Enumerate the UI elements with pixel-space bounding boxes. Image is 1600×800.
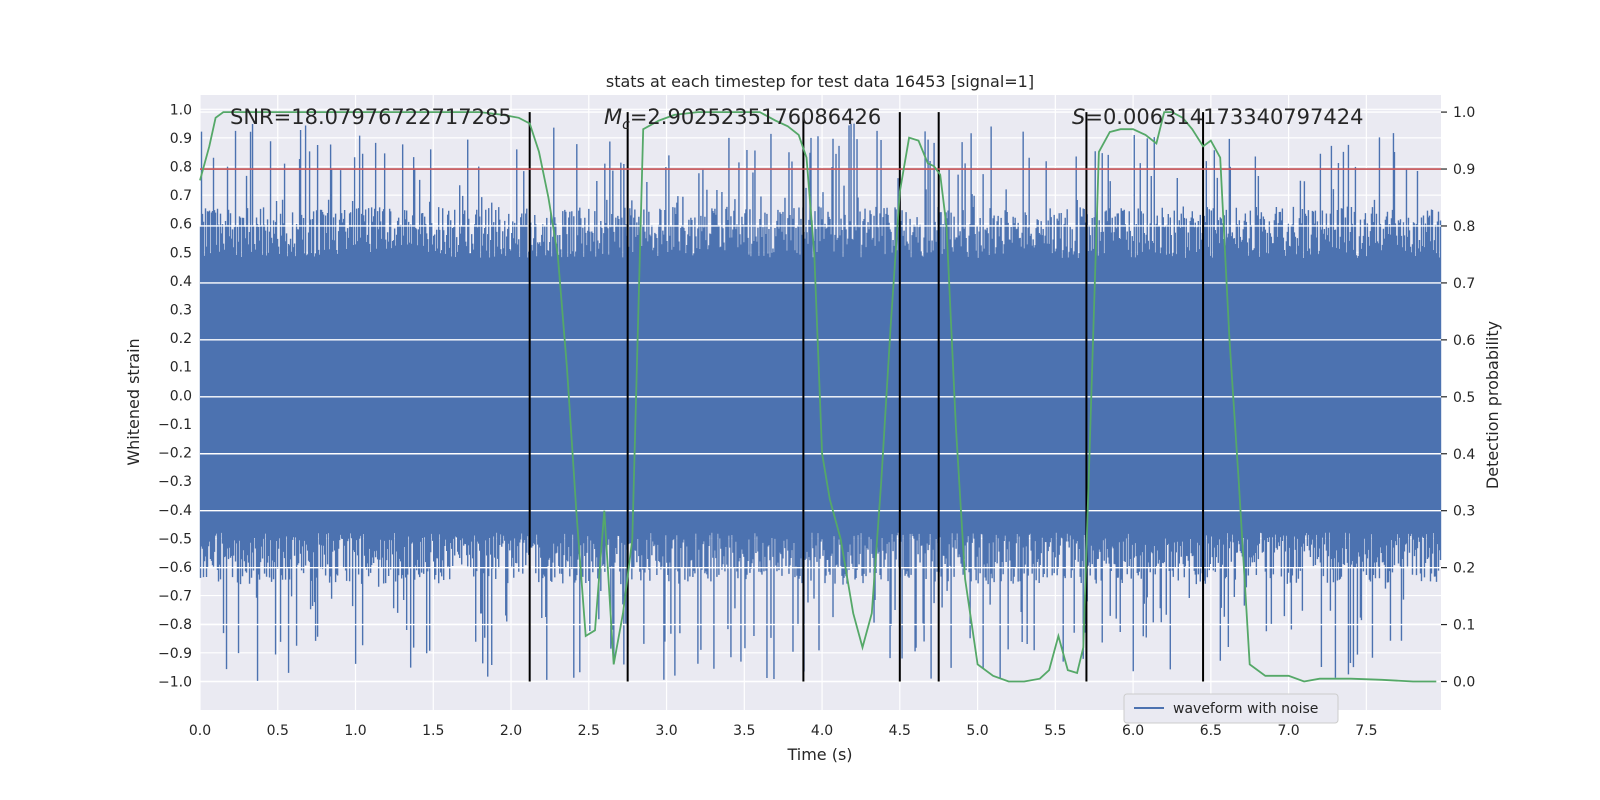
x-tick-label: 7.0 [1277, 723, 1299, 739]
left-y-tick-label: 0.9 [170, 131, 192, 147]
left-y-tick-label: 1.0 [170, 102, 192, 118]
left-y-tick-label: 0.8 [170, 160, 192, 176]
right-y-tick-label: 0.2 [1453, 561, 1475, 577]
x-tick-label: 6.5 [1200, 723, 1222, 739]
s-annotation: S=0.006314173340797424 [1072, 105, 1363, 129]
right-y-tick-label: 0.9 [1453, 162, 1475, 178]
legend-box [1123, 693, 1339, 724]
x-tick-label: 6.0 [1122, 723, 1144, 739]
right-y-axis-label: Detection probability [1483, 321, 1502, 489]
left-y-tick-label: 0.3 [170, 303, 192, 319]
right-y-tick-label: 0.8 [1453, 219, 1475, 235]
right-y-tick-label: 0.0 [1453, 675, 1475, 691]
s-symbol: S [1072, 105, 1085, 129]
left-y-tick-label: −0.8 [158, 617, 192, 633]
right-y-tick-label: 0.6 [1453, 333, 1475, 349]
legend: waveform with noise [1123, 693, 1339, 724]
left-y-tick-label: 0.0 [170, 388, 192, 404]
x-tick-label: 3.5 [733, 723, 755, 739]
right-y-tick-label: 1.0 [1453, 105, 1475, 121]
x-tick-label: 0.0 [189, 723, 211, 739]
left-y-tick-label: −0.7 [158, 589, 192, 605]
left-y-tick-label: 0.7 [170, 188, 192, 204]
left-y-tick-label: −0.1 [158, 417, 192, 433]
left-y-tick-label: 0.4 [170, 274, 192, 290]
left-y-tick-label: 0.2 [170, 331, 192, 347]
vertical-markers [528, 112, 1205, 682]
left-y-tick-label: 0.1 [170, 360, 192, 376]
right-y-tick-label: 0.7 [1453, 276, 1475, 292]
chart-title: stats at each timestep for test data 164… [606, 72, 1034, 91]
x-axis-label: Time (s) [786, 745, 852, 764]
chirp-mass-subscript: c [622, 117, 630, 133]
right-y-tick-label: 0.3 [1453, 504, 1475, 520]
right-y-tick-label: 0.4 [1453, 447, 1475, 463]
y-axis-label: Whitened strain [124, 338, 143, 465]
left-y-tick-label: −1.0 [158, 674, 192, 690]
chirp-mass-value: =2.9025235176086426 [630, 105, 881, 129]
right-y-tick-label: 0.1 [1453, 618, 1475, 634]
right-y-tick-label: 0.5 [1453, 390, 1475, 406]
x-tick-label: 1.0 [344, 723, 366, 739]
left-y-tick-label: 0.6 [170, 217, 192, 233]
left-y-tick-label: −0.2 [158, 446, 192, 462]
s-value: =0.006314173340797424 [1085, 105, 1363, 129]
left-y-tick-label: −0.4 [158, 503, 192, 519]
x-tick-label: 2.5 [578, 723, 600, 739]
left-y-tick-label: −0.3 [158, 474, 192, 490]
x-tick-label: 1.5 [422, 723, 444, 739]
chirp-mass-symbol: M [604, 105, 622, 129]
left-y-axis-ticks: 1.0 0.9 0.8 0.7 0.6 0.5 0.4 0.3 0.2 0.1 0.0 −0.1 −0.… [158, 102, 192, 690]
x-tick-label: 7.5 [1355, 723, 1377, 739]
left-y-tick-label: 0.5 [170, 245, 192, 261]
x-tick-label: 5.5 [1044, 723, 1066, 739]
left-y-tick-label: −0.6 [158, 560, 192, 576]
legend-label: waveform with noise [1173, 701, 1318, 717]
waveform-with-noise-series [199, 123, 1442, 682]
x-tick-label: 0.5 [267, 723, 289, 739]
left-y-tick-label: −0.9 [158, 646, 192, 662]
x-tick-label: 2.0 [500, 723, 522, 739]
snr-annotation: SNR=18.07976722717285 [230, 105, 512, 129]
left-y-tick-label: −0.5 [158, 531, 192, 547]
x-tick-label: 4.5 [889, 723, 911, 739]
detection-probability-line [199, 111, 1437, 683]
x-tick-label: 5.0 [966, 723, 988, 739]
x-tick-label: 4.0 [811, 723, 833, 739]
x-axis-ticks: 0.0 0.5 1.0 1.5 2.0 2.5 3.0 3.5 4.0 4.5 5.0 5.5 6.0 6… [189, 723, 1378, 739]
chirp-mass-annotation: Mc=2.9025235176086426 [604, 105, 881, 133]
x-tick-label: 3.0 [655, 723, 677, 739]
right-y-axis-ticks: 1.0 0.9 0.8 0.7 0.6 0.5 0.4 0.3 0.2 0.1 0.0 [1441, 105, 1475, 691]
